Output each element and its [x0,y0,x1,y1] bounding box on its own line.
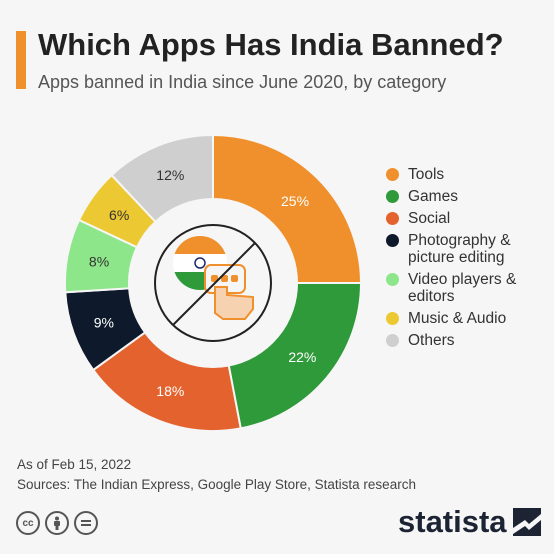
legend-label: Games [408,188,458,205]
legend-label: Video players & editors [408,271,517,305]
chart-title: Which Apps Has India Banned? [38,27,504,62]
legend-item: Video players & editors [386,271,546,305]
attribution-icon[interactable] [45,511,69,535]
legend-swatch [386,312,399,325]
chart-legend: Tools Games Social Photography & picture ed… [386,166,546,354]
pie-slice [212,133,363,284]
legend-item: Tools [386,166,546,183]
legend-item: Music & Audio [386,310,546,327]
statista-mark-icon [512,508,541,536]
legend-item: Others [386,332,546,349]
license-icons: cc [16,511,98,535]
brand-name: statista [398,504,507,539]
chart-subtitle: Apps banned in India since June 2020, by… [38,72,447,92]
banned-app-illustration [154,224,272,342]
data-label: 6% [109,207,129,223]
data-label: 25% [281,193,309,209]
statista-logo[interactable]: statista [398,504,541,540]
legend-label: Photography & picture editing [408,232,511,266]
data-label: 9% [94,314,114,330]
legend-label: Tools [408,166,445,183]
title-accent-bar [16,31,26,89]
legend-swatch [386,168,399,181]
data-label: 12% [156,167,184,183]
data-label: 18% [156,383,184,399]
legend-label: Music & Audio [408,310,507,327]
footer-sources: Sources: The Indian Express, Google Play… [17,477,416,492]
legend-swatch [386,334,399,347]
footer-date: As of Feb 15, 2022 [17,457,132,472]
pie-slice [227,282,363,430]
legend-swatch [386,212,399,225]
legend-swatch [386,190,399,203]
cc-icon[interactable]: cc [16,511,40,535]
legend-label: Others [408,332,455,349]
legend-swatch [386,234,399,247]
data-label: 8% [89,253,109,269]
data-label: 22% [288,349,316,365]
legend-swatch [386,273,399,286]
legend-label: Social [408,210,451,227]
no-derivatives-icon[interactable] [74,511,98,535]
pie-slice [110,133,214,224]
legend-item: Social [386,210,546,227]
legend-item: Photography & picture editing [386,232,546,266]
legend-item: Games [386,188,546,205]
